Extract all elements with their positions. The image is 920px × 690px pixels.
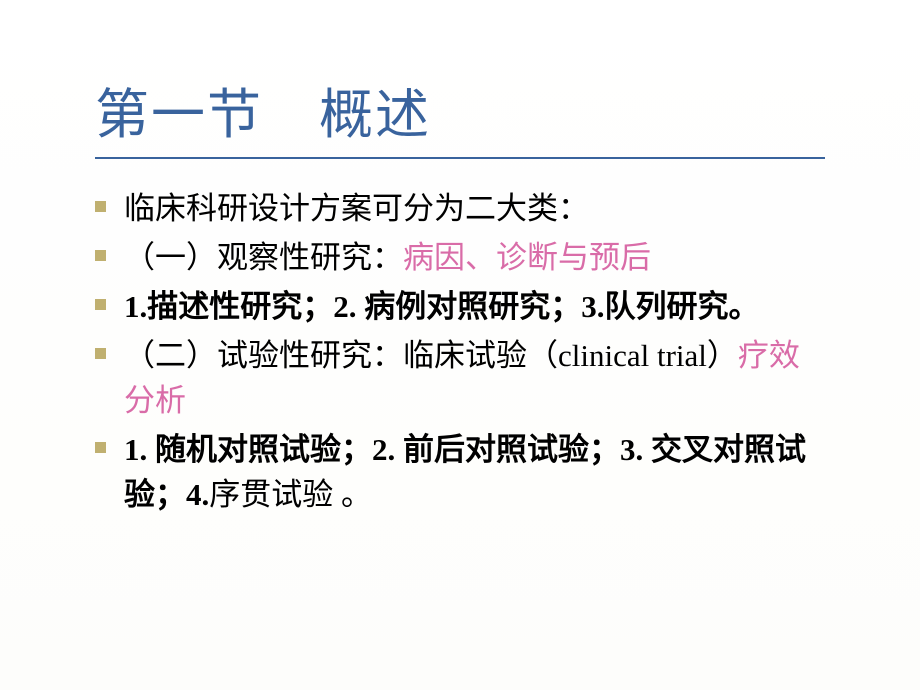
title-underline: [95, 157, 825, 159]
bullet-text: 1. 随机对照试验；2. 前后对照试验；3. 交叉对照试验；4.序贯试验 。: [124, 428, 825, 518]
bullet-square-icon: [95, 442, 106, 453]
text-segment: 临床科研设计方案可分为二大类：: [124, 191, 589, 226]
bullet-item: 临床科研设计方案可分为二大类：: [95, 187, 825, 232]
text-segment: 序贯试验 。: [209, 477, 372, 512]
bullet-item: （二）试验性研究：临床试验（clinical trial）疗效分析: [95, 334, 825, 424]
text-segment: 队列研究。: [605, 289, 760, 324]
bullet-square-icon: [95, 201, 106, 212]
text-segment: （一）观察性研究：: [124, 240, 403, 275]
bullet-text: （二）试验性研究：临床试验（clinical trial）疗效分析: [124, 334, 825, 424]
slide-content: 临床科研设计方案可分为二大类：（一）观察性研究：病因、诊断与预后1.描述性研究；…: [95, 187, 825, 518]
bullet-text: 1.描述性研究；2. 病例对照研究；3.队列研究。: [124, 285, 825, 330]
slide-container: 第一节 概述 临床科研设计方案可分为二大类：（一）观察性研究：病因、诊断与预后1…: [0, 0, 920, 562]
slide-title: 第一节 概述: [95, 70, 825, 149]
text-segment: clinical trial: [558, 338, 707, 373]
text-segment: 3.: [581, 289, 604, 324]
text-segment: 2.: [333, 289, 364, 324]
bullet-text: 临床科研设计方案可分为二大类：: [124, 187, 825, 232]
bullet-item: 1.描述性研究；2. 病例对照研究；3.队列研究。: [95, 285, 825, 330]
text-segment: （二）试验性研究：临床试验（: [124, 338, 558, 373]
bullet-item: 1. 随机对照试验；2. 前后对照试验；3. 交叉对照试验；4.序贯试验 。: [95, 428, 825, 518]
bullet-item: （一）观察性研究：病因、诊断与预后: [95, 236, 825, 281]
text-segment: 病例对照研究；: [364, 289, 581, 324]
bullet-square-icon: [95, 299, 106, 310]
text-segment: ）: [707, 338, 738, 373]
bullet-square-icon: [95, 348, 106, 359]
bullet-text: （一）观察性研究：病因、诊断与预后: [124, 236, 825, 281]
bullet-square-icon: [95, 250, 106, 261]
text-segment: 1.描述性研究；: [124, 289, 333, 324]
text-segment: 病因、诊断与预后: [403, 240, 651, 275]
